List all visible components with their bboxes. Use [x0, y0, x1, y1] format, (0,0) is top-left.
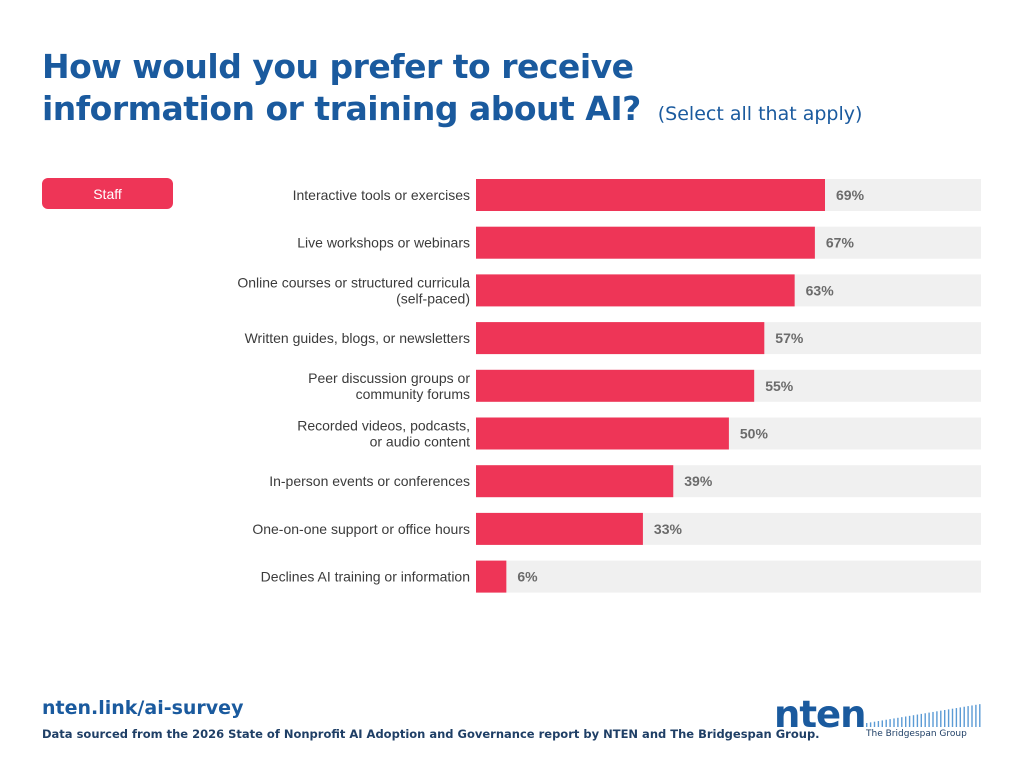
logo-tick	[869, 722, 872, 727]
logo-tick	[967, 706, 969, 727]
logo-tick	[897, 717, 899, 727]
logo-tick	[947, 709, 950, 727]
logo-tick	[979, 704, 981, 727]
nten-logo: nten	[774, 693, 866, 737]
logo-tick	[866, 723, 868, 727]
value-label: 67%	[826, 235, 855, 251]
logo-tick	[877, 721, 880, 727]
value-label: 33%	[654, 521, 683, 537]
logo-tick	[959, 707, 961, 727]
logo-tick	[944, 710, 946, 727]
logo-tick	[885, 719, 887, 727]
logo-tick	[908, 715, 911, 727]
nten-logo-text: nten	[774, 693, 866, 736]
value-label: 50%	[740, 426, 769, 442]
source-note: Data sourced from the 2026 State of Nonp…	[42, 727, 820, 741]
bar-track	[476, 560, 981, 593]
chart-title: How would you prefer to receive informat…	[42, 46, 862, 135]
logo-tick	[916, 714, 919, 727]
category-label: Online courses or structured curricula (s…	[237, 274, 470, 306]
logo-tick	[901, 717, 903, 727]
bar	[476, 512, 643, 545]
category-label: Declines AI training or information	[261, 569, 470, 585]
logo-tick	[940, 710, 942, 727]
survey-link[interactable]: nten.link/ai-survey	[42, 697, 244, 719]
category-label: In-person events or conferences	[269, 473, 470, 489]
logo-tick	[932, 711, 934, 727]
category-label: One-on-one support or office hours	[252, 521, 470, 537]
logo-tick	[963, 706, 965, 727]
bar	[476, 465, 674, 498]
logo-tick	[955, 708, 958, 727]
title-line-2: information or training about AI?	[42, 89, 641, 128]
logo-tick	[975, 704, 977, 727]
logo-tick	[873, 721, 876, 727]
value-label: 63%	[806, 282, 835, 298]
logo-tick	[893, 718, 895, 727]
logo-tick	[912, 715, 915, 727]
bar-chart: Interactive tools or exercises 69% Live wo…	[237, 179, 981, 593]
value-label: 6%	[517, 569, 538, 585]
bridgespan-logo: The Bridgespan Group	[866, 703, 984, 739]
bar	[476, 417, 729, 450]
value-label: 55%	[765, 378, 794, 394]
logo-tick	[924, 713, 926, 727]
category-label: Peer discussion groups or community forum…	[308, 370, 470, 402]
value-label: 39%	[684, 473, 713, 489]
bar	[476, 560, 507, 593]
category-label: Written guides, blogs, or newsletters	[245, 330, 470, 346]
category-label: Live workshops or webinars	[297, 235, 470, 251]
logo-tick	[881, 720, 883, 727]
logo-tick	[971, 705, 973, 727]
bar	[476, 322, 765, 355]
bar	[476, 226, 815, 259]
value-label: 57%	[775, 330, 804, 346]
bar	[476, 274, 795, 307]
bar	[476, 369, 755, 402]
logo-tick	[928, 712, 930, 727]
title-line-1: How would you prefer to receive	[42, 47, 634, 86]
bridgespan-logo-mark	[866, 704, 981, 727]
bar	[476, 179, 825, 211]
category-label: Interactive tools or exercises	[293, 187, 470, 203]
legend-label: Staff	[93, 185, 122, 202]
logo-tick	[936, 711, 938, 727]
chart-subtitle: (Select all that apply)	[657, 103, 863, 125]
logo-tick	[920, 713, 922, 727]
logo-tick	[889, 719, 891, 727]
logo-tick	[951, 708, 954, 727]
bridgespan-logo-text: The Bridgespan Group	[866, 729, 967, 739]
category-label: Recorded videos, podcasts, or audio conte…	[297, 418, 470, 450]
legend-staff: Staff	[42, 178, 173, 209]
value-label: 69%	[836, 187, 865, 203]
logo-tick	[905, 716, 907, 727]
